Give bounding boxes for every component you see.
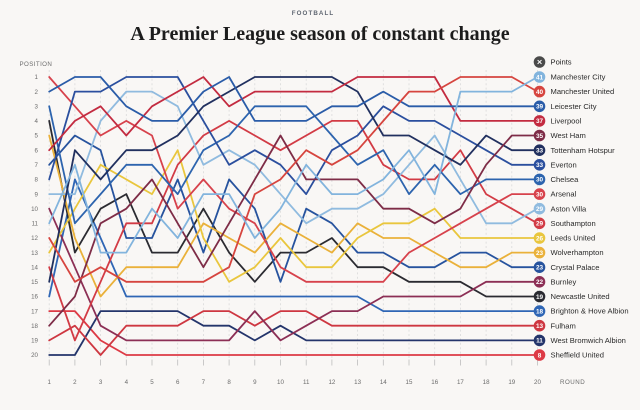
svg-text:11: 11 xyxy=(303,379,310,386)
svg-text:9: 9 xyxy=(35,191,39,198)
svg-text:19: 19 xyxy=(31,338,38,345)
svg-text:7: 7 xyxy=(202,379,206,386)
svg-text:23: 23 xyxy=(536,265,544,272)
svg-text:8: 8 xyxy=(538,352,542,359)
svg-text:Chelsea: Chelsea xyxy=(551,175,580,184)
svg-text:18: 18 xyxy=(31,323,38,330)
svg-text:7: 7 xyxy=(35,162,39,169)
svg-text:29: 29 xyxy=(536,221,544,228)
svg-text:22: 22 xyxy=(536,279,544,286)
svg-text:13: 13 xyxy=(354,379,361,386)
svg-text:3: 3 xyxy=(35,104,39,111)
svg-text:29: 29 xyxy=(536,206,544,213)
svg-text:4: 4 xyxy=(35,118,39,125)
svg-text:Leeds United: Leeds United xyxy=(551,234,596,243)
svg-text:Burnley: Burnley xyxy=(551,277,577,286)
svg-text:1: 1 xyxy=(47,379,51,386)
svg-text:4: 4 xyxy=(125,379,129,386)
svg-text:19: 19 xyxy=(508,379,515,386)
svg-text:18: 18 xyxy=(536,308,544,315)
svg-text:Everton: Everton xyxy=(551,160,577,169)
svg-text:35: 35 xyxy=(536,133,544,140)
svg-text:16: 16 xyxy=(431,379,438,386)
svg-text:Brighton & Hove Albion: Brighton & Hove Albion xyxy=(551,307,629,316)
svg-text:9: 9 xyxy=(253,379,257,386)
svg-text:30: 30 xyxy=(536,177,544,184)
svg-text:Sheffield United: Sheffield United xyxy=(551,351,604,360)
svg-text:11: 11 xyxy=(32,221,39,228)
svg-text:14: 14 xyxy=(31,264,38,271)
svg-text:20: 20 xyxy=(534,379,541,386)
svg-text:8: 8 xyxy=(227,379,231,386)
svg-text:40: 40 xyxy=(536,89,544,96)
svg-text:17: 17 xyxy=(31,308,38,315)
svg-text:13: 13 xyxy=(536,323,544,330)
svg-text:Wolverhampton: Wolverhampton xyxy=(551,248,604,257)
svg-text:1: 1 xyxy=(35,74,39,81)
svg-text:30: 30 xyxy=(536,191,544,198)
svg-text:20: 20 xyxy=(31,352,38,359)
svg-text:11: 11 xyxy=(536,338,543,345)
svg-text:ROUND: ROUND xyxy=(560,379,585,386)
svg-text:8: 8 xyxy=(35,177,39,184)
svg-text:Liverpool: Liverpool xyxy=(551,117,582,126)
svg-text:Aston Villa: Aston Villa xyxy=(551,204,588,213)
svg-text:12: 12 xyxy=(328,379,335,386)
svg-text:West Ham: West Ham xyxy=(551,131,586,140)
svg-text:West Bromwich Albion: West Bromwich Albion xyxy=(551,336,626,345)
svg-text:10: 10 xyxy=(277,379,284,386)
svg-text:Manchester United: Manchester United xyxy=(551,87,615,96)
svg-text:10: 10 xyxy=(31,206,38,213)
svg-text:12: 12 xyxy=(31,235,38,242)
svg-text:33: 33 xyxy=(536,162,544,169)
svg-text:13: 13 xyxy=(31,250,38,257)
svg-text:A Premier League season of con: A Premier League season of constant chan… xyxy=(130,23,509,45)
svg-text:15: 15 xyxy=(406,379,413,386)
svg-text:Southampton: Southampton xyxy=(551,219,596,228)
svg-text:Manchester City: Manchester City xyxy=(551,73,606,82)
svg-text:POSITION: POSITION xyxy=(20,61,53,68)
svg-text:Crystal Palace: Crystal Palace xyxy=(551,263,600,272)
svg-text:FOOTBALL: FOOTBALL xyxy=(292,10,334,17)
svg-text:5: 5 xyxy=(35,133,39,140)
svg-text:Tottenham Hotspur: Tottenham Hotspur xyxy=(551,146,616,155)
svg-text:6: 6 xyxy=(35,147,39,154)
svg-text:23: 23 xyxy=(536,250,544,257)
svg-text:39: 39 xyxy=(536,104,544,111)
svg-text:5: 5 xyxy=(150,379,154,386)
svg-text:Leicester City: Leicester City xyxy=(551,102,597,111)
svg-text:19: 19 xyxy=(536,294,544,301)
svg-text:33: 33 xyxy=(536,148,544,155)
svg-text:Points: Points xyxy=(551,58,572,67)
svg-text:37: 37 xyxy=(536,118,544,125)
svg-text:14: 14 xyxy=(380,379,387,386)
svg-text:✕: ✕ xyxy=(537,60,543,67)
svg-text:18: 18 xyxy=(483,379,490,386)
svg-text:3: 3 xyxy=(99,379,103,386)
svg-text:16: 16 xyxy=(31,294,38,301)
svg-text:2: 2 xyxy=(73,379,77,386)
svg-text:Newcastle United: Newcastle United xyxy=(551,292,610,301)
svg-text:6: 6 xyxy=(176,379,180,386)
svg-text:2: 2 xyxy=(35,89,39,96)
svg-text:26: 26 xyxy=(536,235,544,242)
svg-text:15: 15 xyxy=(31,279,38,286)
svg-text:Fulham: Fulham xyxy=(551,321,576,330)
svg-text:Arsenal: Arsenal xyxy=(551,190,577,199)
svg-text:41: 41 xyxy=(536,74,544,81)
svg-text:17: 17 xyxy=(457,379,464,386)
